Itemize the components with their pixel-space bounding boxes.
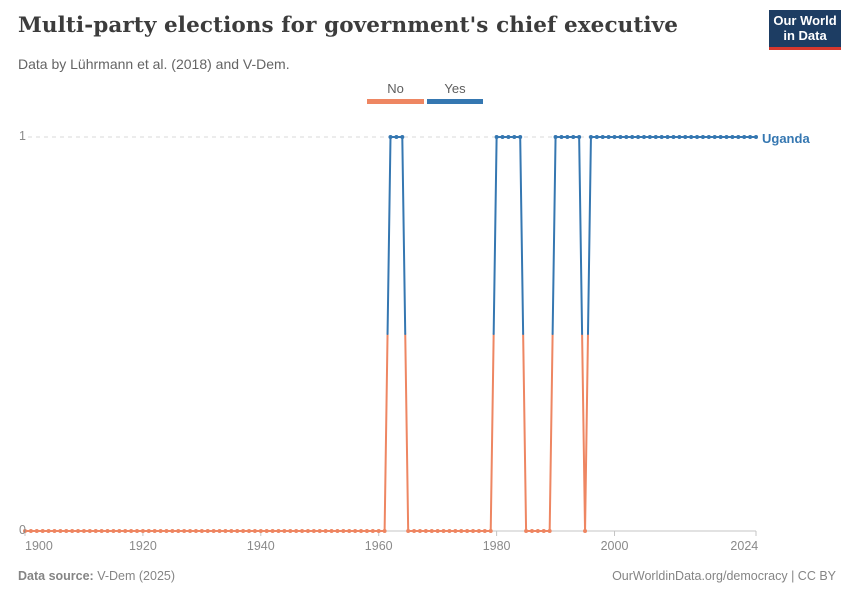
owid-logo[interactable]: Our World in Data [769,10,841,50]
legend-item-no[interactable]: No [367,81,424,104]
chart-title: Multi-party elections for government's c… [18,13,679,38]
x-axis-tick-label: 1940 [246,539,275,553]
legend-swatch-yes [427,99,483,104]
x-axis-tick-label: 1980 [482,539,511,553]
x-axis-tick-label: 2000 [600,539,629,553]
x-axis-tick-label: 1960 [364,539,393,553]
owid-logo-line2: in Data [783,27,827,43]
x-axis-tick-label: 1900 [25,539,53,553]
entity-label-uganda: Uganda [762,131,810,146]
x-axis-tick-label: 1920 [128,539,157,553]
legend-item-yes[interactable]: Yes [427,81,483,104]
legend-label-no: No [387,81,404,96]
data-source-value: V-Dem (2025) [97,569,176,583]
data-source-label: Data source: [18,569,94,583]
data-source: Data source: V-Dem (2025) [18,569,175,583]
y-axis-label-1: 1 [19,129,26,143]
legend-label-yes: Yes [444,81,466,96]
owid-logo-line1: Our World [773,13,837,28]
footer: Data source: V-Dem (2025) OurWorldinData… [18,569,836,583]
legend: No Yes [367,81,483,104]
legend-swatch-no [367,99,424,104]
x-axis-tick-label: 2024 [730,539,759,553]
y-axis-label-0: 0 [19,523,26,537]
chart-subtitle: Data by Lührmann et al. (2018) and V-Dem… [18,56,290,72]
credit-link[interactable]: OurWorldinData.org/democracy | CC BY [612,569,836,583]
